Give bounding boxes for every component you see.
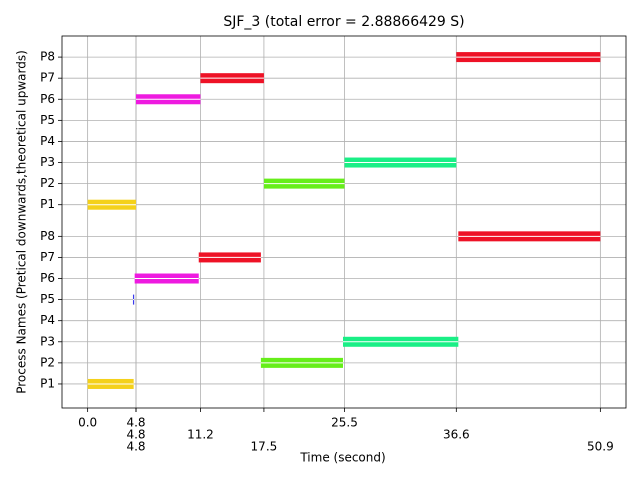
y-tick-label: P3	[40, 334, 55, 348]
y-tick-label: P7	[40, 71, 55, 85]
y-tick-label: P2	[40, 176, 55, 190]
x-tick-label: 4.8	[126, 416, 145, 430]
y-tick-label: P1	[40, 376, 55, 390]
y-tick-label: P8	[40, 229, 55, 243]
x-tick-label: 11.2	[187, 428, 214, 442]
x-tick-label: 0.0	[78, 416, 97, 430]
y-tick-label: P2	[40, 355, 55, 369]
y-tick-label: P5	[40, 292, 55, 306]
x-axis-label: Time (second)	[299, 451, 385, 465]
plot-frame	[61, 35, 627, 409]
y-tick-label: P3	[40, 155, 55, 169]
y-tick-label: P4	[40, 134, 55, 148]
y-tick-label: P6	[40, 92, 55, 106]
y-tick-label: P7	[40, 250, 55, 264]
y-tick-label: P6	[40, 271, 55, 285]
y-tick-label: P4	[40, 313, 55, 327]
x-tick-label: 50.9	[587, 440, 614, 454]
x-tick-label: 17.5	[251, 440, 278, 454]
x-tick-label: 4.8	[126, 428, 145, 442]
x-tick-label: 25.5	[331, 416, 358, 430]
y-tick-label: P1	[40, 197, 55, 211]
y-tick-label: P5	[40, 113, 55, 127]
x-tick-label: 4.8	[126, 440, 145, 454]
chart-title: SJF_3 (total error = 2.88866429 S)	[223, 14, 464, 30]
x-tick-label: 36.6	[443, 428, 470, 442]
y-axis-label: Process Names (Pretical downwards,theore…	[15, 50, 29, 394]
y-tick-label: P8	[40, 50, 55, 64]
